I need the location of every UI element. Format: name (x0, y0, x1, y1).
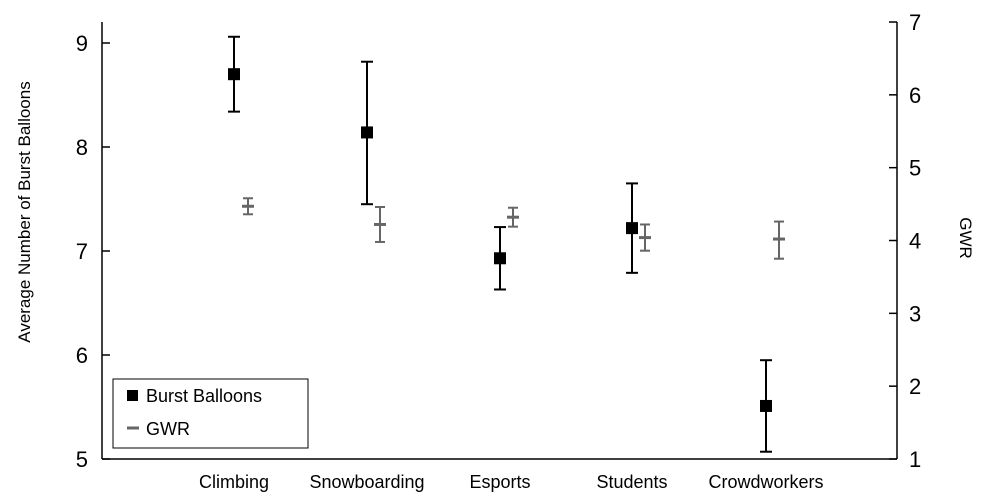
burst-balloons-point-snowboarding (361, 126, 373, 139)
right-tick-label: 7 (909, 10, 921, 35)
legend-label-gwr: GWR (146, 419, 190, 439)
y-axis-title: Average Number of Burst Balloons (15, 81, 34, 342)
left-tick-label: 8 (76, 135, 88, 160)
left-tick-label: 5 (76, 447, 88, 472)
right-tick-label: 5 (909, 156, 921, 181)
category-label: Snowboarding (309, 472, 424, 492)
category-label: Climbing (199, 472, 269, 492)
legend-marker-burst-balloons (127, 390, 138, 401)
series-layer (228, 35, 785, 453)
burst-balloons-point-climbing (228, 68, 240, 81)
legend: Burst Balloons GWR (112, 378, 309, 449)
right-tick-label: 3 (909, 301, 921, 326)
right-ticks: 1 2 3 4 5 6 7 (889, 10, 921, 472)
left-tick-label: 7 (76, 239, 88, 264)
right-tick-label: 1 (909, 447, 921, 472)
burst-balloons-point-esports (494, 252, 506, 265)
left-tick-label: 6 (76, 343, 88, 368)
category-label: Crowdworkers (708, 472, 823, 492)
left-tick-label: 9 (76, 31, 88, 56)
right-tick-label: 4 (909, 229, 921, 254)
legend-box (112, 378, 309, 449)
burst-balloons-point-students (626, 222, 638, 235)
category-label: Students (596, 472, 667, 492)
legend-label-burst-balloons: Burst Balloons (146, 386, 262, 406)
left-ticks: 5 6 7 8 9 (76, 31, 110, 472)
y2-axis-title: GWR (956, 217, 975, 259)
category-labels: Climbing Snowboarding Esports Students Crowd… (199, 472, 824, 492)
category-label: Esports (469, 472, 530, 492)
burst-balloons-point-crowdworkers (760, 399, 772, 412)
right-tick-label: 6 (909, 83, 921, 108)
right-tick-label: 2 (909, 374, 921, 399)
